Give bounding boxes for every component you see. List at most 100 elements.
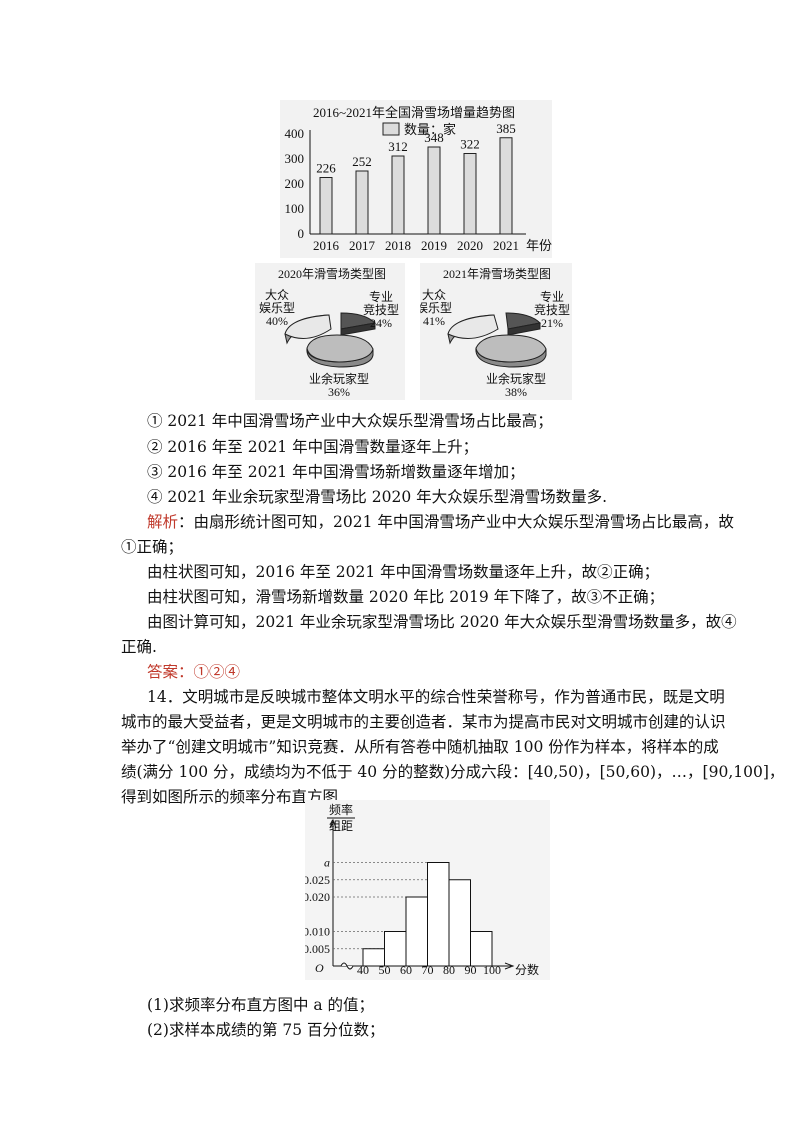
analysis-line-3: 由柱状图可知，滑雪场新增数量 2020 年比 2019 年下降了，故③不正确；	[147, 588, 665, 606]
q14-line-1: 14．文明城市是反映城市整体文明水平的综合性荣誉称号，作为普通市民，既是文明	[147, 688, 725, 706]
bar	[391, 155, 405, 235]
statement-2: ② 2016 年至 2021 年中国滑雪数量逐年上升；	[147, 438, 479, 456]
bar-value-label: 322	[460, 137, 480, 152]
analysis-text-1: ：由扇形统计图可知，2021 年中国滑雪场产业中大众娱乐型滑雪场占比最高，故	[178, 513, 734, 531]
hist-y-arrow	[329, 818, 337, 829]
pie-slice-label: 41%	[423, 314, 445, 328]
hist-x-tick: 80	[443, 963, 455, 977]
hist-x-tick: 100	[483, 963, 501, 977]
hist-axis-break	[340, 962, 354, 970]
hist-xlabel: 分数	[515, 962, 539, 977]
pie-2020-slice-amateur-top	[306, 334, 374, 363]
answer-value: ：①②④	[178, 663, 241, 681]
pie-slice-label: 专业	[540, 289, 564, 304]
answer-line: 答案：①②④	[147, 661, 240, 683]
bar-y-tick: 400	[285, 126, 305, 141]
pie-2021-slice-amateur-top	[475, 334, 547, 363]
pie-slice-label: 娱乐型	[259, 301, 295, 315]
hist-y-tick: 0.010	[305, 925, 330, 939]
hist-x-tick: 50	[379, 963, 391, 977]
statement-1: ① 2021 年中国滑雪场产业中大众娱乐型滑雪场占比最高；	[147, 412, 553, 430]
bar-value-label: 348	[424, 130, 444, 145]
legend-swatch	[382, 122, 400, 136]
pie-slice-label: 21%	[541, 316, 563, 330]
pie-slice-label: 专业	[369, 289, 393, 304]
pie-slice-label: 40%	[266, 314, 288, 328]
hist-y-tick: 0.025	[305, 873, 330, 887]
analysis-line-1: 解析：由扇形统计图可知，2021 年中国滑雪场产业中大众娱乐型滑雪场占比最高，故	[147, 511, 734, 533]
q14-line-5: 得到如图所示的频率分布直方图．	[121, 788, 354, 806]
legend-label: 数量：家	[404, 122, 456, 137]
statement-4: ④ 2021 年业余玩家型滑雪场比 2020 年大众娱乐型滑雪场数量多.	[147, 488, 608, 506]
pie-slice-label: 24%	[370, 316, 392, 330]
bar-value-label: 252	[352, 154, 372, 169]
bar-x-tick: 2018	[385, 238, 411, 253]
pie-2020-slice-mass-top	[284, 314, 332, 339]
pie-slice-label: 36%	[328, 385, 350, 399]
bar	[355, 170, 369, 235]
bar	[319, 177, 333, 235]
bar-x-tick: 2020	[457, 238, 483, 253]
q14-line-3: 举办了“创建文明城市”知识竞赛．从所有答卷中随机抽取 100 份作为样本，将样本…	[121, 738, 719, 756]
question-1: (1)求频率分布直方图中 a 的值；	[147, 996, 375, 1014]
pie-slice-label: 业余玩家型	[309, 371, 369, 386]
pie-2021-slice-pro-side	[507, 322, 541, 336]
bar-x-tick: 2017	[349, 238, 376, 253]
pie-slice-label: 大众	[265, 288, 289, 302]
hist-origin: O	[315, 961, 324, 975]
pie-2021-title: 2021年滑雪场类型图	[443, 267, 551, 281]
q14-line-2: 城市的最大受益者，更是文明城市的主要创造者．某市为提高市民对文明城市创建的认识	[121, 713, 726, 731]
hist-bar	[470, 931, 493, 967]
q14-line-4: 绩(满分 100 分，成绩均为不低于 40 分的整数)分成六段：[40,50)，…	[121, 763, 785, 781]
hist-bar	[384, 931, 407, 967]
bar-y-tick: 200	[285, 176, 305, 191]
bar-chart-title: 2016~2021年全国滑雪场增量趋势图	[313, 105, 515, 120]
hist-x-tick: 70	[422, 963, 434, 977]
analysis-line-4b: 正确.	[121, 638, 157, 656]
bar-chart-xlabel: 年份	[526, 238, 552, 253]
hist-x-arrow	[504, 962, 515, 970]
pie-2020-title: 2020年滑雪场类型图	[278, 267, 386, 281]
histogram: 频率 组距 a 0.025 0.020 0.010 0.005 40 50 60 70 80 90…	[305, 800, 550, 980]
pie-slice-label: 38%	[505, 385, 527, 399]
hist-x-tick: 90	[465, 963, 477, 977]
hist-bar	[427, 862, 450, 967]
analysis-line-4: 由图计算可知，2021 年业余玩家型滑雪场比 2020 年大众娱乐型滑雪场数量多…	[147, 613, 737, 631]
hist-y-tick: 0.020	[305, 890, 330, 904]
hist-bar	[448, 879, 471, 967]
hist-ylabel-bottom: 组距	[329, 819, 353, 833]
bar-chart: 2016~2021年全国滑雪场增量趋势图 数量：家 0100200300400 …	[280, 100, 552, 258]
bar-value-label: 312	[388, 139, 408, 154]
hist-ylabel-top: 频率	[329, 802, 353, 817]
pie-slice-label: 业余玩家型	[486, 371, 546, 386]
statement-3: ③ 2016 年至 2021 年中国滑雪场新增数量逐年增加；	[147, 463, 525, 481]
bar-x-tick: 2021	[493, 238, 519, 253]
pie-2020-slice-pro-side	[340, 322, 376, 336]
bar-value-label: 385	[496, 121, 516, 136]
question-2: (2)求样本成绩的第 75 百分位数；	[147, 1021, 385, 1039]
hist-y-tick: a	[324, 856, 330, 870]
bar-x-tick: 2019	[421, 238, 447, 253]
analysis-line-2: 由柱状图可知，2016 年至 2021 年中国滑雪场数量逐年上升，故②正确；	[147, 563, 660, 581]
bar	[463, 153, 477, 235]
hist-x-tick: 60	[400, 963, 412, 977]
pie-slice-label: 娱乐型	[420, 301, 452, 315]
hist-y-tick: 0.005	[305, 942, 330, 956]
bar	[427, 146, 441, 235]
bar-y-tick: 0	[298, 226, 305, 241]
hist-bar	[405, 896, 428, 967]
hist-x-tick: 40	[357, 963, 369, 977]
pie-slice-label: 竞技型	[363, 303, 399, 317]
bar-x-tick: 2016	[313, 238, 340, 253]
pie-2021-slice-mass-top	[447, 314, 499, 339]
pie-slice-label: 竞技型	[534, 303, 570, 317]
answer-label: 答案	[147, 663, 179, 681]
bar-value-label: 226	[316, 161, 336, 176]
analysis-line-1b: ①正确；	[121, 538, 184, 556]
bar	[499, 137, 513, 235]
analysis-label: 解析	[147, 513, 179, 531]
pie-slice-label: 大众	[422, 288, 446, 302]
bar-y-tick: 100	[285, 201, 305, 216]
